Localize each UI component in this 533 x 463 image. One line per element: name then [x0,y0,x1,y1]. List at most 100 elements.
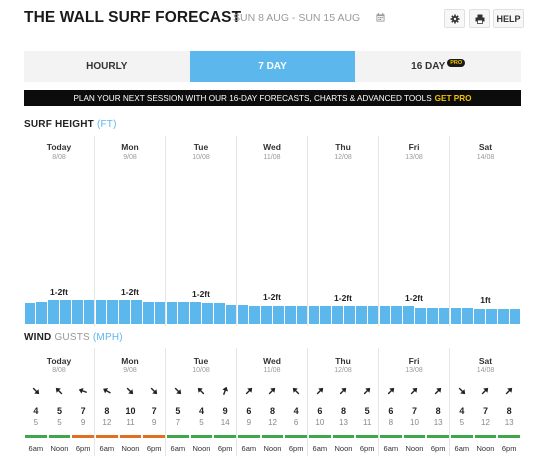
wind-slot[interactable]: 7 12 Noon [474,348,498,456]
surf-height-bar [332,306,343,324]
print-button[interactable] [469,9,490,28]
wind-slot[interactable]: 8 12 6am [95,348,119,456]
tab-16-day-label: 16 DAY [411,61,446,72]
surf-day-column[interactable]: Sat 14/08 1ft [450,136,521,326]
wind-gust: 5 [459,418,465,427]
wind-speed: 8 [340,406,346,416]
wind-slot[interactable]: 4 5 6am [450,348,474,456]
wind-slot[interactable]: 4 6 6pm [284,348,308,456]
wind-slot[interactable]: 5 5 Noon [48,348,72,456]
wind-time-label: 6am [170,444,186,453]
wind-day-date: 8/08 [52,367,66,374]
wind-slot[interactable]: 6 8 6am [379,348,403,456]
surf-height-unit[interactable]: (FT) [96,119,117,130]
wind-unit[interactable]: (MPH) [92,332,123,343]
wind-day-name: Mon [121,356,139,366]
settings-button[interactable] [444,9,465,28]
wind-slot[interactable]: 7 10 Noon [403,348,427,456]
wind-slot[interactable]: 7 9 6pm [71,348,95,456]
calendar-icon[interactable] [376,13,385,22]
wind-speed: 7 [482,406,488,416]
wind-day-column[interactable]: Sat 14/08 4 5 6am 7 12 Noon 8 13 6pm [450,348,521,456]
wind-slot[interactable]: 8 13 6pm [426,348,450,456]
wind-slot[interactable]: 8 12 Noon [261,348,285,456]
wind-day-column[interactable]: Wed 11/08 6 9 6am 8 12 Noon 4 6 6pm [237,348,308,456]
wind-rating-bar [427,435,449,438]
wind-time-label: Noon [334,444,353,453]
help-button[interactable]: HELP [493,9,524,28]
surf-day-date: 13/08 [405,154,423,161]
wind-rating-bar [285,435,307,438]
wind-gust: 9 [80,418,86,427]
wind-slot[interactable]: 7 9 6pm [142,348,166,456]
wind-day-name: Fri [408,356,420,366]
surf-height-bar [379,306,391,324]
surf-height-title: SURF HEIGHT [24,119,94,130]
wind-slot[interactable]: 4 5 Noon [190,348,214,456]
surf-day-column[interactable]: Fri 13/08 1-2ft [379,136,450,326]
wind-time-label: 6pm [288,444,304,453]
surf-day-date: 11/08 [263,154,281,161]
wind-day-column[interactable]: Tue 10/08 5 7 6am 4 5 Noon 9 14 6pm [166,348,237,456]
surf-day-column[interactable]: Tue 10/08 1-2ft [166,136,237,326]
surf-day-column[interactable]: Wed 11/08 1-2ft [237,136,308,326]
wind-rating-bar [167,435,189,438]
upgrade-banner[interactable]: PLAN YOUR NEXT SESSION WITH OUR 16-DAY F… [24,90,521,106]
wind-speed: 5 [175,406,181,416]
surf-height-bar [36,301,48,324]
date-range[interactable]: SUN 8 AUG - SUN 15 AUG [233,12,361,24]
wind-rating-bar [332,435,355,438]
wind-time-label: 6am [383,444,399,453]
get-pro-link[interactable]: GET PRO [434,93,472,103]
surf-height-bar [154,301,166,324]
wind-day-column[interactable]: Thu 12/08 6 10 6am 8 13 Noon 5 11 6pm [308,348,379,456]
wind-gust: 5 [199,418,204,427]
wind-day-name: Tue [193,356,209,366]
wind-gust: 12 [268,418,277,427]
wind-direction-arrow-icon [292,387,300,395]
wind-slot[interactable]: 10 11 Noon [119,348,143,456]
surf-day-name: Sat [478,142,493,152]
surf-height-bar [237,304,249,324]
surf-day-name: Thu [335,142,351,152]
wind-day-column[interactable]: Mon 9/08 8 12 6am 10 11 Noon 7 9 6pm [95,348,166,456]
wind-direction-arrow-icon [434,387,442,395]
surf-day-column[interactable]: Thu 12/08 1-2ft [308,136,379,326]
surf-day-name: Fri [408,142,420,152]
wind-direction-arrow-icon [150,387,158,395]
wind-table: Today 8/08 4 5 6am 5 5 Noon 7 9 6pm Mon 9/08 8 12 6am 10… [24,348,521,456]
wind-day-date: 14/08 [476,367,495,374]
wind-day-column[interactable]: Fri 13/08 6 8 6am 7 10 Noon 8 13 6pm [379,348,450,456]
wind-time-label: Noon [263,444,282,453]
wind-rating-bar [309,435,331,438]
wind-speed: 6 [388,406,394,416]
tab-hourly[interactable]: HOURLY [24,51,190,82]
wind-day-column[interactable]: Today 8/08 4 5 6am 5 5 Noon 7 9 6pm [24,348,95,456]
wind-slot[interactable]: 6 9 6am [237,348,261,456]
surf-height-bar [83,300,95,324]
surf-day-name: Wed [263,142,281,152]
wind-slot[interactable]: 5 11 6pm [355,348,379,456]
wind-slot[interactable]: 4 5 6am [24,348,48,456]
wind-slot[interactable]: 5 7 6am [166,348,190,456]
tab-7-day[interactable]: 7 DAY [189,51,356,82]
wind-rating-bar [96,435,118,438]
surf-height-bar [509,309,521,324]
wind-direction-arrow-icon [458,387,466,395]
surf-day-peak-label: 1-2ft [405,293,423,303]
wind-time-label: 6am [28,444,44,453]
tab-16-day[interactable]: 16 DAY PRO [355,51,522,82]
wind-gust: 8 [388,418,394,427]
surf-height-bar [131,300,142,324]
surf-day-column[interactable]: Mon 9/08 1-2ft [95,136,166,326]
wind-gust: 11 [363,418,372,427]
wind-slot[interactable]: 6 10 6am [308,348,332,456]
page-header: THE WALL SURF FORECAST SUN 8 AUG - SUN 1… [24,9,524,28]
wind-slot[interactable]: 8 13 Noon [332,348,356,456]
wind-slot[interactable]: 8 13 6pm [497,348,521,456]
wind-slot[interactable]: 9 14 6pm [213,348,237,456]
wind-day-date: 10/08 [192,367,210,374]
surf-height-bar [225,304,237,324]
wind-speed: 5 [364,406,370,416]
surf-day-column[interactable]: Today 8/08 1-2ft [24,136,95,326]
